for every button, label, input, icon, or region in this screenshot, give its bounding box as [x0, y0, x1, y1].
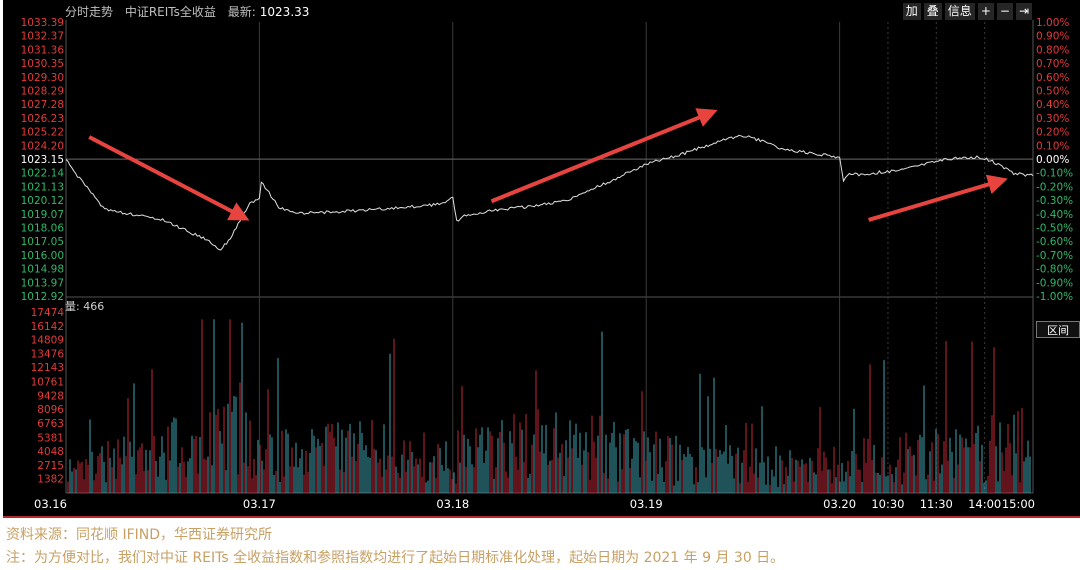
- zoom-in-button[interactable]: +: [977, 3, 994, 20]
- annotation-arrow: [490, 108, 718, 204]
- price-line: [65, 134, 1034, 251]
- x-tick-label: 03.16: [34, 497, 67, 511]
- percent-tick-label: -0.50%: [1036, 223, 1073, 235]
- volume-tick-label: 6763: [37, 418, 64, 430]
- percent-tick-label: 0.70%: [1036, 58, 1069, 70]
- annotation-arrow: [868, 174, 1008, 222]
- footer-source: 资料来源：同花顺 IFIND，华西证券研究所: [6, 527, 273, 543]
- chart-header: 分时走势 中证REITs全收益 最新: 1023.33: [65, 3, 317, 20]
- volume-tick-label: 10761: [31, 377, 64, 389]
- x-tick-label: 15:00: [1002, 497, 1035, 511]
- volume-tick-label: 14809: [31, 335, 64, 347]
- volume-tick-label: 12143: [31, 362, 64, 374]
- price-tick-label: 1014.98: [21, 264, 64, 276]
- price-tick-label: 1024.20: [21, 140, 64, 152]
- percent-tick-label: 0.40%: [1036, 99, 1069, 111]
- volume-tick-label: 5381: [37, 432, 64, 444]
- price-tick-label: 1022.14: [21, 168, 65, 180]
- percent-tick-label: 0.50%: [1036, 86, 1069, 98]
- price-tick-label: 1013.97: [21, 277, 64, 289]
- range-button[interactable]: 区间: [1036, 321, 1080, 338]
- x-tick-label: 11:30: [920, 497, 953, 511]
- percent-tick-label: -0.70%: [1036, 250, 1073, 262]
- volume-label: 量: 466: [65, 300, 105, 313]
- price-tick-label: 1019.07: [21, 209, 64, 221]
- footer-note: 注：为方便对比，我们对中证 REITs 全收益指数和参照指数均进行了起始日期标准…: [6, 550, 785, 566]
- index-name: 中证REITs全收益: [124, 5, 216, 19]
- percent-tick-label: 0.80%: [1036, 44, 1069, 56]
- x-tick-label: 03.19: [630, 497, 663, 511]
- mode-label: 分时走势: [65, 5, 114, 19]
- chart-panel: 1033.39 1032.37 1031.36 1030.35 1029.30 1028.…: [3, 0, 1080, 518]
- price-tick-label: 1012.92: [21, 291, 64, 303]
- price-tick-label: 1028.29: [21, 86, 64, 98]
- x-tick-label: 14:00: [968, 497, 1001, 511]
- price-tick-label: 1029.30: [21, 72, 64, 84]
- price-tick-label: 1033.39: [21, 17, 64, 29]
- volume-tick-label: 16142: [31, 321, 64, 333]
- percent-tick-label: -0.60%: [1036, 236, 1073, 248]
- latest-label: 最新:: [227, 5, 256, 19]
- percent-tick-label: 0.30%: [1036, 113, 1069, 125]
- price-tick-label: 1031.36: [21, 44, 65, 56]
- percent-tick-label: -0.90%: [1036, 277, 1073, 289]
- zoom-out-button[interactable]: −: [996, 3, 1013, 20]
- latest-value: 1023.33: [259, 5, 310, 19]
- volume-tick-label: 17474: [31, 307, 65, 319]
- volume-tick-label: 8096: [37, 404, 64, 416]
- price-tick-label: 1032.37: [21, 31, 64, 43]
- x-tick-label: 03.17: [243, 497, 276, 511]
- price-tick-label: 1027.28: [21, 99, 64, 111]
- annotation-arrow: [88, 135, 250, 221]
- price-tick-label: 1030.35: [21, 58, 64, 70]
- percent-tick-label: -0.40%: [1036, 209, 1073, 221]
- price-tick-label: 1025.22: [21, 127, 64, 139]
- chart-toolbar: 加 叠 信息 + − ⇥: [902, 3, 1032, 20]
- price-tick-label: 1026.23: [21, 113, 64, 125]
- volume-tick-label: 13476: [31, 348, 65, 360]
- price-tick-label: 1016.00: [21, 250, 64, 262]
- overlay-button[interactable]: 叠: [923, 3, 942, 20]
- volume-tick-label: 9428: [37, 390, 64, 402]
- percent-tick-label: 0.60%: [1036, 72, 1069, 84]
- info-button[interactable]: 信息: [944, 3, 975, 20]
- percent-tick-label: -0.20%: [1036, 181, 1073, 193]
- price-tick-label: 1017.05: [21, 236, 64, 248]
- percent-tick-label: 1.00%: [1036, 17, 1069, 29]
- percent-tick-label: -0.10%: [1036, 168, 1073, 180]
- price-tick-label: 1018.06: [21, 223, 65, 235]
- volume-tick-label: 1382: [37, 474, 64, 486]
- volume-tick-label: 2715: [37, 460, 64, 472]
- percent-tick-label: -0.30%: [1036, 195, 1073, 207]
- volume-bars: [67, 319, 1031, 493]
- volume-tick-label: 4048: [37, 446, 64, 458]
- add-button[interactable]: 加: [902, 3, 921, 20]
- percent-tick-label: 0.00%: [1036, 154, 1069, 166]
- x-tick-label: 03.20: [823, 497, 856, 511]
- percent-tick-label: 0.10%: [1036, 140, 1069, 152]
- percent-tick-label: -1.00%: [1036, 291, 1073, 303]
- percent-tick-label: -0.80%: [1036, 264, 1073, 276]
- percent-tick-label: 0.20%: [1036, 127, 1069, 139]
- x-tick-label: 10:30: [871, 497, 904, 511]
- price-tick-label: 1020.12: [21, 195, 64, 207]
- percent-tick-label: 0.90%: [1036, 31, 1069, 43]
- x-tick-label: 03.18: [436, 497, 469, 511]
- expand-button[interactable]: ⇥: [1015, 3, 1032, 20]
- price-tick-label: 1023.15: [21, 154, 64, 166]
- price-tick-label: 1021.13: [21, 181, 64, 193]
